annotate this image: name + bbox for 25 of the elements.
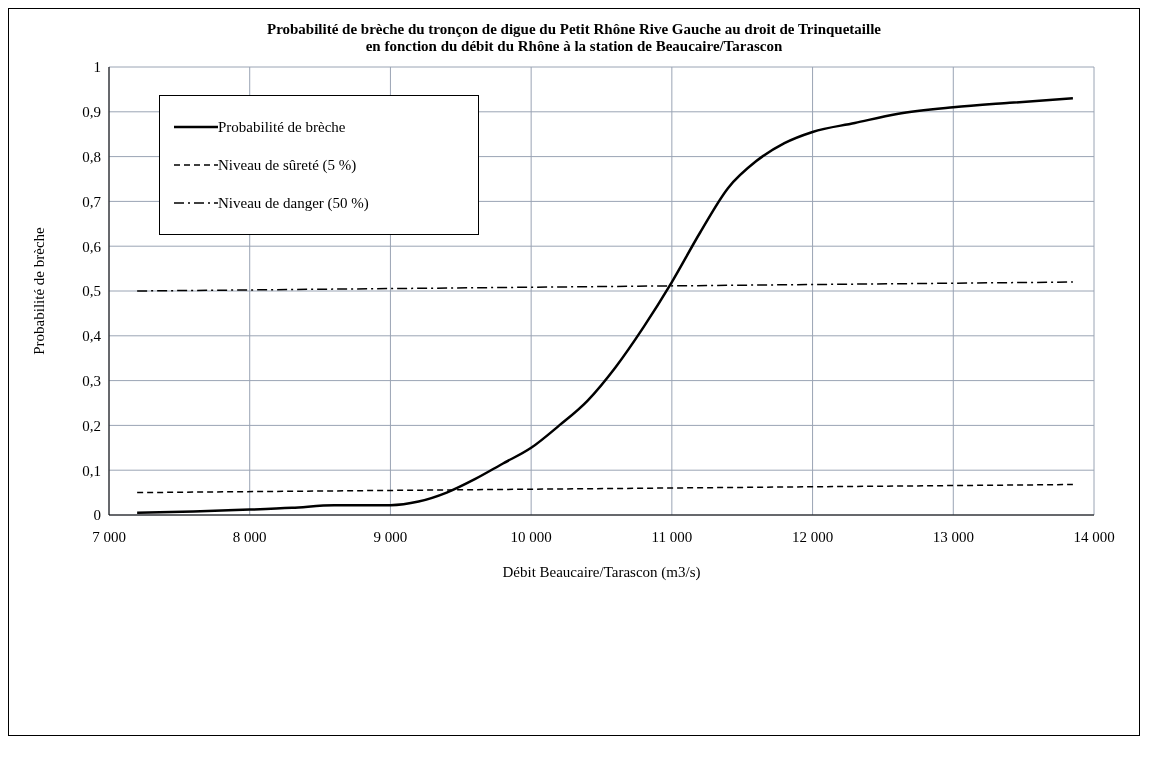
y-tick-label: 0,6 [82,238,102,255]
y-tick-label: 0 [93,507,101,524]
y-tick-label: 0,8 [82,148,101,165]
legend-label: Niveau de sûreté (5 %) [218,156,357,174]
y-tick-label: 0,4 [82,328,102,345]
x-tick-label: 9 000 [373,528,408,545]
x-axis-title: Débit Beaucaire/Tarascon (m3/s) [502,564,701,581]
y-tick-label: 0,9 [82,104,101,121]
x-tick-label: 12 000 [791,528,834,545]
y-tick-label: 0,2 [82,417,101,434]
x-tick-label: 7 000 [92,528,126,545]
chart-title: Probabilité de brèche du tronçon de digue du Petit Rhône Rive Gauche au droit de Trinquetaille en fonction du débit du Rhône à la station de Beaucaire/Tarascon [265,21,883,55]
y-tick-label: 0,7 [82,193,102,210]
x-tick-label: 11 000 [651,528,693,545]
x-tick-label: 13 000 [932,528,974,545]
y-axis-title: Probabilité de brèche [31,226,48,355]
x-tick-label: 10 000 [510,528,552,545]
y-tick-label: 1 [93,59,101,76]
y-tick-label: 0,5 [82,283,101,300]
x-tick-label: 8 000 [232,528,267,545]
legend-label: Niveau de danger (50 %) [218,194,369,212]
y-tick-label: 0,3 [82,372,101,389]
legend-label: Probabilité de brèche [218,118,346,136]
x-tick-label: 14 000 [1073,528,1115,545]
y-tick-label: 0,1 [82,462,101,479]
